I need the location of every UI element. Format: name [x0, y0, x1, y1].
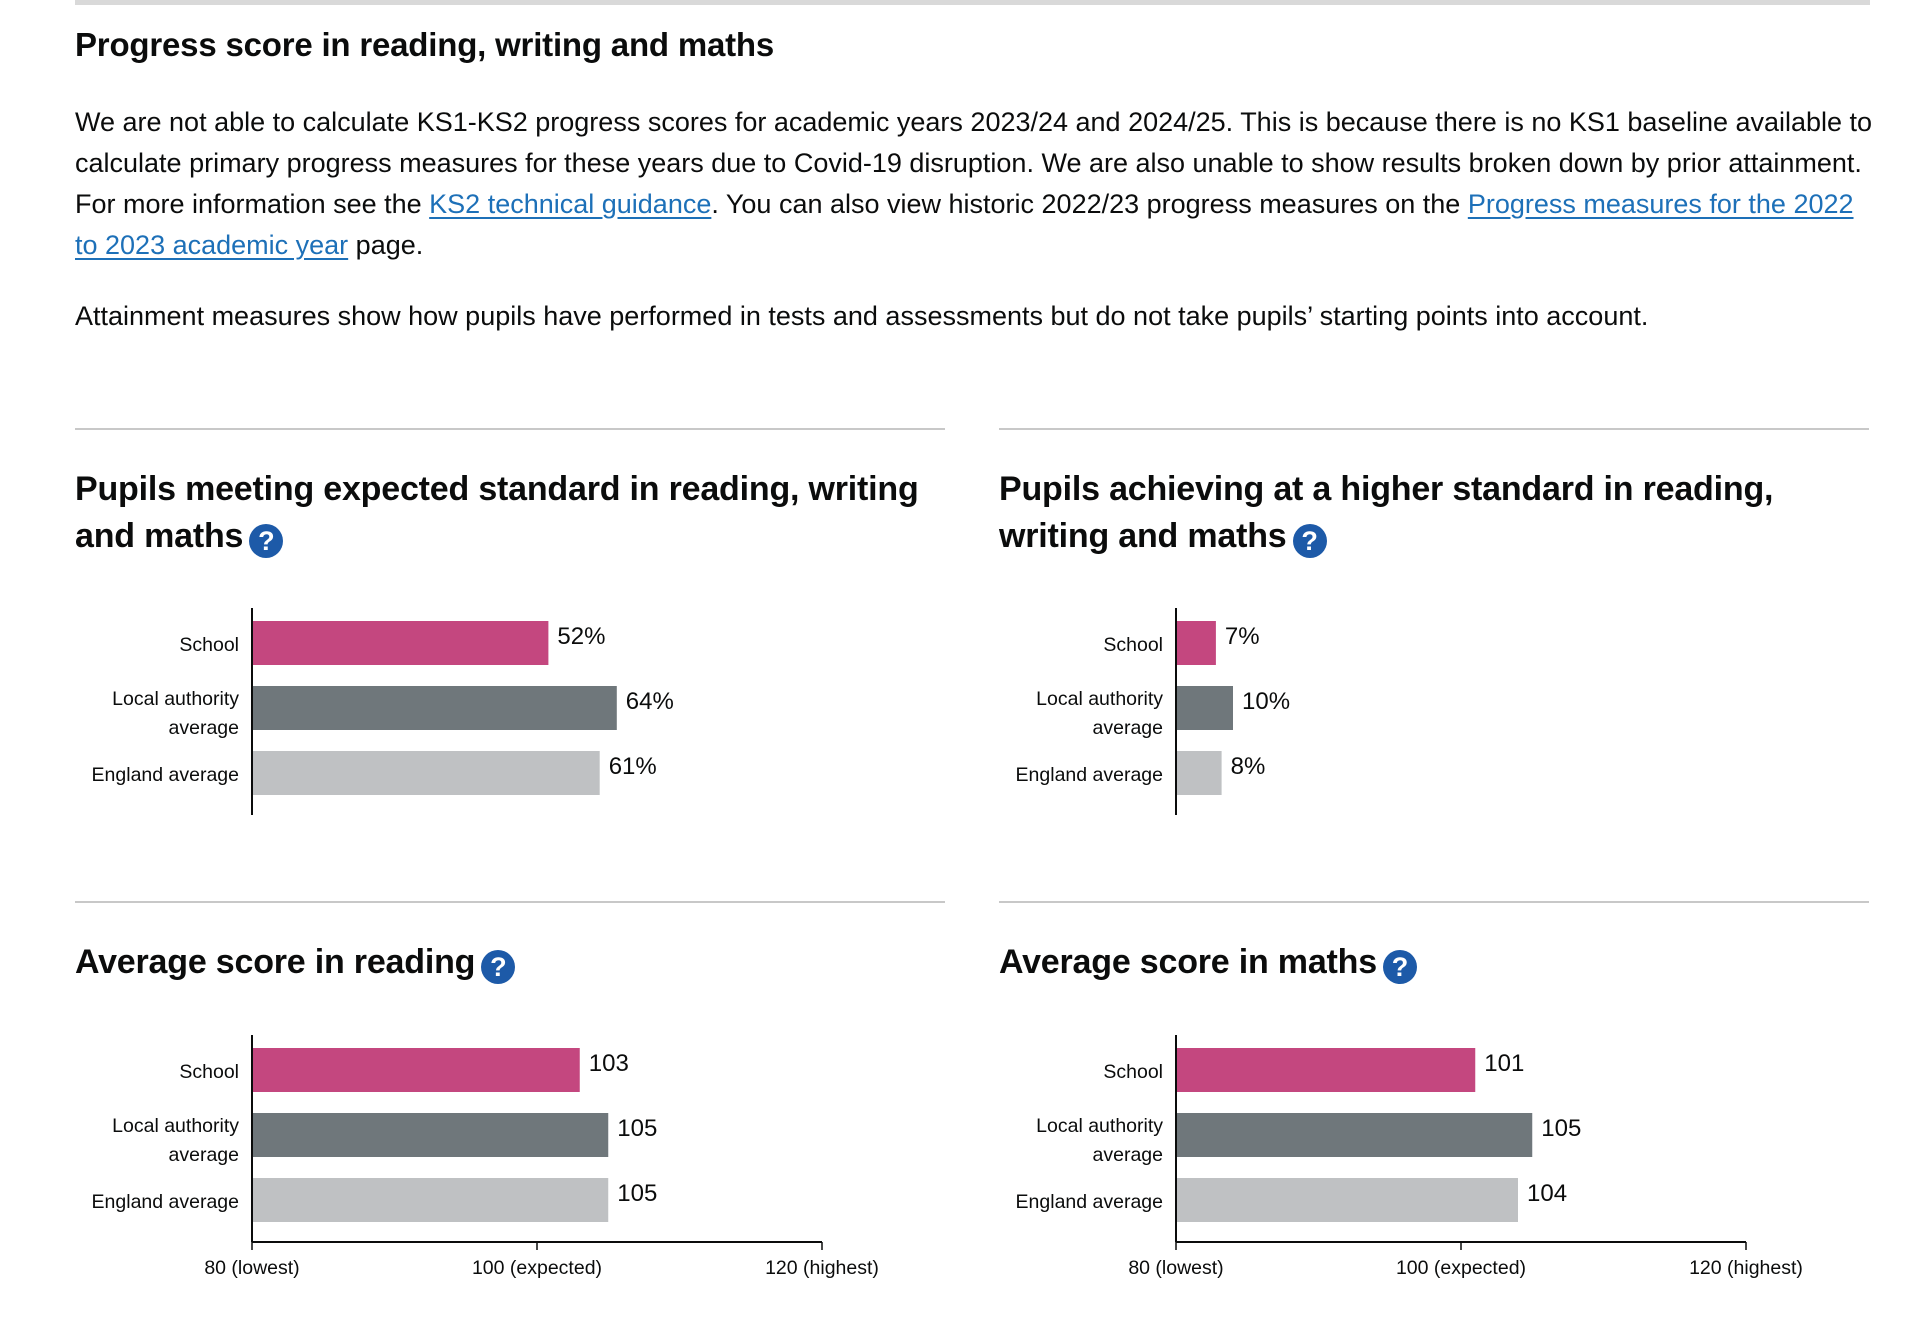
- category-label: School: [179, 634, 239, 656]
- category-label: England average: [1016, 1191, 1163, 1213]
- chart-average-maths: 101 School 105 Local authority average 104 Eng…: [999, 1035, 1869, 1300]
- panel-title-text: Pupils achieving at a higher standard in…: [999, 470, 1774, 555]
- chart-expected-standard: 52% School 64% Local authority average 61% Eng…: [75, 608, 945, 833]
- data-label: 10%: [1242, 688, 1290, 715]
- help-question-icon[interactable]: ?: [1292, 524, 1327, 558]
- data-label: 52%: [557, 623, 605, 650]
- bar-local-authority: [252, 1113, 609, 1157]
- category-label: School: [1103, 634, 1163, 656]
- panel-title-text: Average score in maths: [999, 943, 1377, 981]
- data-label: 105: [617, 1180, 657, 1207]
- chart-svg: 7% School 10% Local authority average 8% Engla…: [1016, 608, 1290, 815]
- data-label: 64%: [626, 688, 674, 715]
- x-tick-label: 120 (highest): [1689, 1257, 1803, 1279]
- chart-svg: 52% School 64% Local authority average 61% Eng…: [92, 608, 674, 815]
- category-label: England average: [92, 764, 239, 786]
- x-tick-label: 100 (expected): [1396, 1257, 1526, 1279]
- category-label: Local authority average: [112, 1115, 239, 1166]
- panel-divider: [75, 428, 945, 430]
- panel-title: Pupils achieving at a higher standard in…: [999, 466, 1869, 560]
- panel-divider: [75, 901, 945, 903]
- bar-local-authority: [1176, 686, 1233, 730]
- intro-paragraph: We are not able to calculate KS1-KS2 pro…: [75, 102, 1875, 266]
- data-label: 8%: [1231, 753, 1266, 780]
- help-question-icon[interactable]: ?: [249, 524, 284, 558]
- chart-average-reading: 103 School 105 Local authority average 105 Eng…: [75, 1035, 945, 1300]
- bar-england: [1176, 751, 1222, 795]
- help-question-icon[interactable]: ?: [481, 950, 516, 984]
- category-label: School: [179, 1061, 239, 1083]
- panel-title: Pupils meeting expected standard in read…: [75, 466, 945, 560]
- ks2-technical-guidance-link[interactable]: KS2 technical guidance: [429, 189, 712, 219]
- section-title: Progress score in reading, writing and m…: [75, 26, 775, 63]
- bar-england: [1176, 1178, 1518, 1222]
- x-tick-label: 100 (expected): [472, 1257, 602, 1279]
- data-label: 105: [1541, 1115, 1581, 1142]
- panel-title: Average score in reading?: [75, 939, 945, 986]
- bar-local-authority: [1176, 1113, 1533, 1157]
- panel-divider: [999, 428, 1869, 430]
- panel-title-text: Pupils meeting expected standard in read…: [75, 470, 919, 555]
- intro-text-3: page.: [348, 230, 424, 260]
- intro-text-2: . You can also view historic 2022/23 pro…: [711, 189, 1468, 219]
- category-label: Local authority average: [1036, 688, 1163, 739]
- category-label: School: [1103, 1061, 1163, 1083]
- data-label: 7%: [1225, 623, 1260, 650]
- x-tick-label: 80 (lowest): [1128, 1257, 1223, 1279]
- top-divider: [75, 0, 1870, 5]
- attainment-note: Attainment measures show how pupils have…: [75, 301, 1649, 331]
- bar-school: [252, 621, 549, 665]
- category-label: Local authority average: [1036, 1115, 1163, 1166]
- bar-local-authority: [252, 686, 617, 730]
- data-label: 104: [1527, 1180, 1567, 1207]
- bar-school: [252, 1048, 580, 1092]
- data-label: 103: [589, 1050, 629, 1077]
- panel-divider: [999, 901, 1869, 903]
- panel-title: Average score in maths?: [999, 939, 1869, 986]
- category-label: England average: [1016, 764, 1163, 786]
- x-tick-label: 80 (lowest): [204, 1257, 299, 1279]
- bar-school: [1176, 1048, 1476, 1092]
- data-label: 61%: [609, 753, 657, 780]
- progress-measures-2022-2023-link[interactable]: Progress measures for the 2022 to 2023 a…: [75, 189, 1854, 260]
- x-tick-label: 120 (highest): [765, 1257, 879, 1279]
- data-label: 101: [1484, 1050, 1524, 1077]
- chart-higher-standard: 7% School 10% Local authority average 8% Engla…: [999, 608, 1869, 833]
- help-question-icon[interactable]: ?: [1382, 950, 1417, 984]
- data-label: 105: [617, 1115, 657, 1142]
- bar-school: [1176, 621, 1216, 665]
- intro-text-1: We are not able to calculate KS1-KS2 pro…: [75, 107, 1873, 219]
- category-label: England average: [92, 1191, 239, 1213]
- category-label: Local authority average: [112, 688, 239, 739]
- panel-title-text: Average score in reading: [75, 943, 476, 981]
- bar-england: [252, 751, 600, 795]
- bar-england: [252, 1178, 609, 1222]
- chart-svg: 101 School 105 Local authority average 104 Eng…: [1016, 1035, 1803, 1279]
- chart-svg: 103 School 105 Local authority average 105 Eng…: [92, 1035, 879, 1279]
